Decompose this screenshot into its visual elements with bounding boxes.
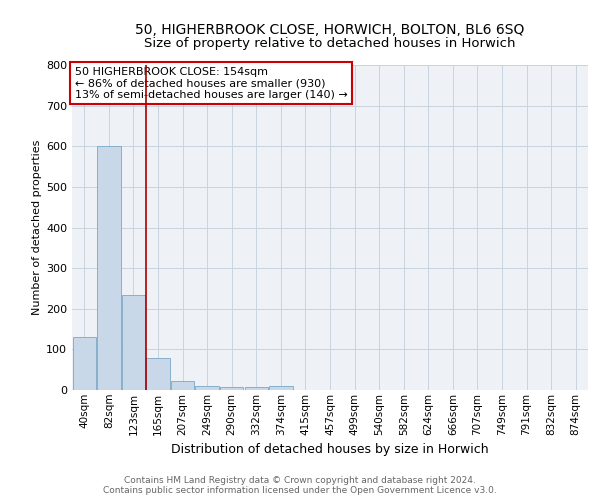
- Bar: [97, 146, 121, 390]
- Bar: [245, 387, 268, 390]
- Bar: [171, 380, 194, 390]
- Y-axis label: Number of detached properties: Number of detached properties: [32, 140, 42, 315]
- Bar: [73, 337, 96, 390]
- Bar: [220, 387, 244, 390]
- Bar: [269, 386, 293, 390]
- Text: 50 HIGHERBROOK CLOSE: 154sqm
← 86% of detached houses are smaller (930)
13% of s: 50 HIGHERBROOK CLOSE: 154sqm ← 86% of de…: [74, 66, 347, 100]
- Bar: [196, 386, 219, 390]
- Bar: [122, 294, 145, 390]
- Bar: [146, 358, 170, 390]
- Text: Contains HM Land Registry data © Crown copyright and database right 2024.
Contai: Contains HM Land Registry data © Crown c…: [103, 476, 497, 495]
- X-axis label: Distribution of detached houses by size in Horwich: Distribution of detached houses by size …: [171, 443, 489, 456]
- Text: Size of property relative to detached houses in Horwich: Size of property relative to detached ho…: [144, 38, 516, 51]
- Text: 50, HIGHERBROOK CLOSE, HORWICH, BOLTON, BL6 6SQ: 50, HIGHERBROOK CLOSE, HORWICH, BOLTON, …: [136, 22, 524, 36]
